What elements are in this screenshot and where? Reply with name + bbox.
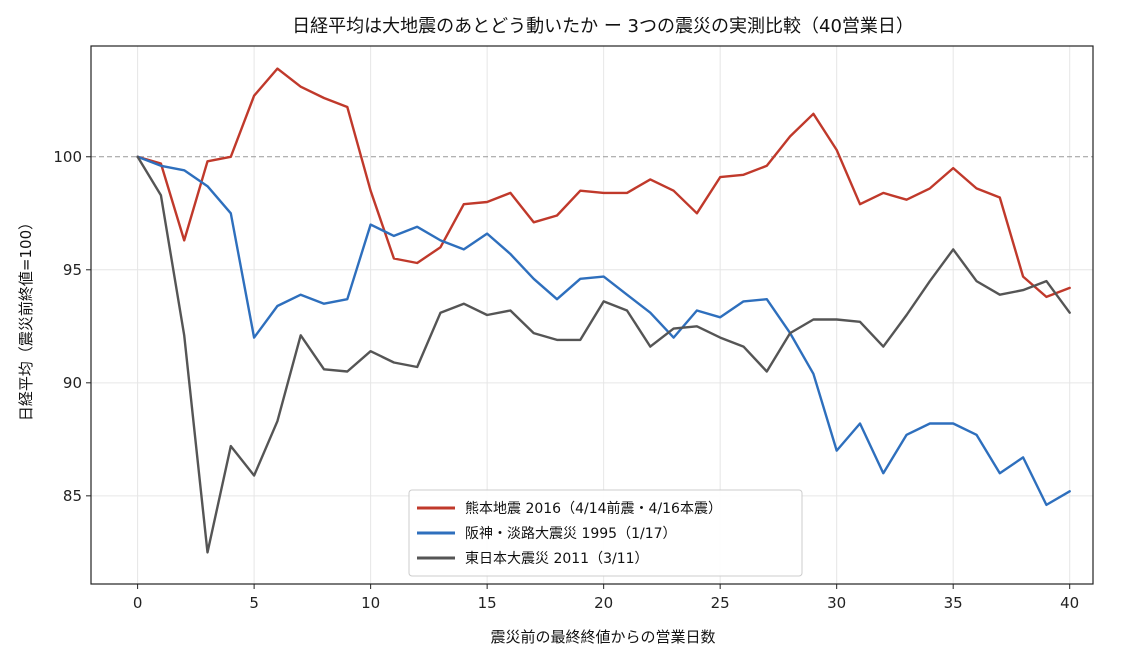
x-tick-label: 35 xyxy=(944,594,963,612)
x-axis-ticks: 0 5 10 15 20 25 30 35 40 xyxy=(133,584,1079,612)
y-tick-label: 95 xyxy=(63,261,82,279)
x-tick-label: 30 xyxy=(827,594,846,612)
y-axis-ticks: 85 90 95 100 xyxy=(53,148,91,505)
plot-frame xyxy=(90,45,1094,585)
series-line-2 xyxy=(136,155,1071,507)
legend-label-3: 東日本大震災 2011（3/11） xyxy=(465,551,649,567)
series-line-3 xyxy=(136,155,1071,554)
chart-title: 日経平均は大地震のあとどう動いたか ー 3つの震災の実測比較（40営業日） xyxy=(292,16,914,37)
y-tick-label: 90 xyxy=(63,374,82,392)
x-tick-label: 10 xyxy=(361,594,380,612)
legend: 熊本地震 2016（4/14前震・4/16本震） 阪神・淡路大震災 1995（1/… xyxy=(408,489,803,577)
x-tick-label: 5 xyxy=(249,594,259,612)
y-tick-label: 85 xyxy=(63,487,82,505)
x-tick-label: 40 xyxy=(1060,594,1079,612)
series-layer xyxy=(136,67,1071,554)
y-axis-label: 日経平均（震災前終値=100） xyxy=(17,215,35,421)
x-tick-label: 20 xyxy=(594,594,613,612)
x-tick-label: 25 xyxy=(711,594,730,612)
x-tick-label: 15 xyxy=(478,594,497,612)
grid xyxy=(91,46,1093,584)
x-tick-label: 0 xyxy=(133,594,143,612)
y-tick-label: 100 xyxy=(53,148,82,166)
legend-label-1: 熊本地震 2016（4/14前震・4/16本震） xyxy=(465,500,722,517)
legend-box xyxy=(408,489,803,577)
x-axis-label: 震災前の最終終値からの営業日数 xyxy=(490,628,715,646)
legend-label-2: 阪神・淡路大震災 1995（1/17） xyxy=(465,526,677,542)
series-line-1 xyxy=(136,67,1071,299)
